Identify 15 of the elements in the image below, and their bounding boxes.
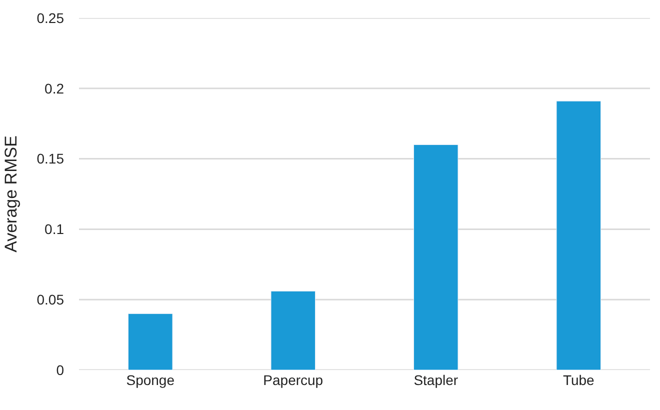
y-tick-label: 0.15 — [36, 150, 64, 167]
y-axis-title: Average RMSE — [1, 136, 20, 252]
y-tick-label: 0.2 — [44, 80, 64, 96]
bar — [270, 290, 316, 370]
bar — [556, 100, 601, 370]
x-tick-label: Papercup — [263, 372, 324, 388]
y-tick-label: 0 — [56, 362, 64, 378]
bar — [128, 313, 173, 370]
x-tick-label: Stapler — [414, 372, 458, 388]
x-tick-label: Sponge — [126, 372, 175, 388]
x-tick-label: Tube — [562, 372, 595, 388]
y-tick-label: 0.25 — [36, 10, 64, 26]
y-tick-label: 0.1 — [44, 221, 64, 238]
y-tick-label: 0.05 — [36, 292, 64, 308]
bar — [414, 144, 458, 370]
